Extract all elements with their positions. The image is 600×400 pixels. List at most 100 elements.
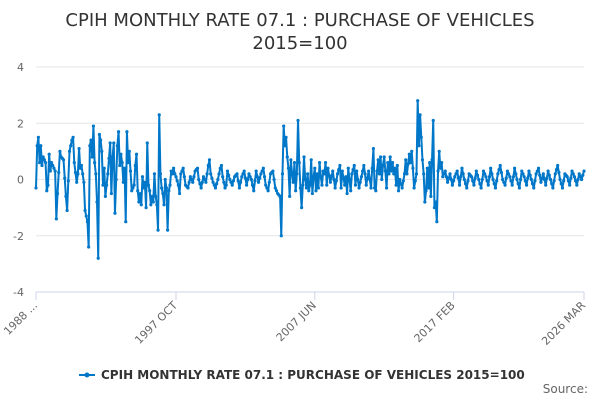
data-point[interactable]: [143, 180, 147, 184]
data-point[interactable]: [88, 144, 92, 148]
data-point[interactable]: [237, 186, 242, 190]
data-point[interactable]: [131, 186, 135, 190]
data-point[interactable]: [544, 183, 548, 187]
data-point[interactable]: [404, 158, 408, 162]
data-point[interactable]: [331, 169, 335, 173]
data-point[interactable]: [430, 158, 434, 162]
data-point[interactable]: [388, 155, 392, 159]
data-point[interactable]: [319, 175, 323, 179]
data-point[interactable]: [52, 166, 56, 170]
data-point[interactable]: [390, 161, 395, 165]
data-point[interactable]: [205, 172, 209, 176]
data-point[interactable]: [132, 183, 136, 187]
data-point[interactable]: [431, 118, 435, 123]
data-point[interactable]: [346, 166, 350, 170]
data-point[interactable]: [473, 176, 477, 180]
data-point[interactable]: [191, 180, 195, 184]
data-point[interactable]: [542, 177, 547, 182]
data-point[interactable]: [337, 168, 341, 172]
data-point[interactable]: [121, 180, 125, 184]
data-point[interactable]: [127, 149, 131, 153]
data-point[interactable]: [534, 172, 538, 176]
data-point[interactable]: [292, 161, 297, 165]
data-point[interactable]: [215, 182, 219, 186]
data-point[interactable]: [350, 172, 354, 176]
data-point[interactable]: [368, 177, 372, 182]
data-point[interactable]: [84, 214, 88, 218]
data-point[interactable]: [259, 172, 263, 176]
data-point[interactable]: [152, 172, 157, 176]
data-point[interactable]: [103, 194, 107, 198]
data-point[interactable]: [172, 166, 176, 170]
data-point[interactable]: [341, 176, 346, 180]
data-point[interactable]: [552, 179, 556, 183]
data-point[interactable]: [71, 135, 75, 139]
data-point[interactable]: [323, 161, 328, 165]
data-point[interactable]: [528, 173, 532, 177]
data-point[interactable]: [244, 183, 249, 187]
data-point[interactable]: [212, 183, 216, 187]
data-point[interactable]: [487, 175, 492, 179]
data-point[interactable]: [412, 186, 416, 190]
data-point[interactable]: [154, 194, 158, 198]
data-point[interactable]: [365, 176, 370, 180]
data-point[interactable]: [290, 172, 294, 176]
data-point[interactable]: [392, 172, 396, 176]
data-point[interactable]: [436, 169, 440, 173]
data-point[interactable]: [475, 173, 480, 177]
data-point[interactable]: [308, 183, 312, 187]
data-point[interactable]: [520, 169, 524, 173]
data-point[interactable]: [164, 186, 169, 190]
data-point[interactable]: [577, 172, 581, 176]
data-point[interactable]: [61, 158, 66, 162]
data-point[interactable]: [400, 186, 404, 190]
data-point[interactable]: [261, 166, 265, 170]
data-point[interactable]: [414, 172, 419, 176]
data-point[interactable]: [522, 175, 526, 179]
data-point[interactable]: [73, 170, 78, 175]
data-point[interactable]: [99, 138, 103, 142]
data-point[interactable]: [411, 166, 415, 170]
data-point[interactable]: [302, 155, 306, 159]
data-point[interactable]: [142, 186, 146, 190]
data-point[interactable]: [459, 175, 463, 179]
data-point[interactable]: [375, 169, 379, 173]
data-point[interactable]: [118, 163, 122, 168]
data-point[interactable]: [551, 186, 555, 190]
data-point[interactable]: [515, 177, 519, 182]
data-point[interactable]: [264, 183, 268, 187]
data-point[interactable]: [370, 166, 374, 170]
data-point[interactable]: [278, 194, 282, 198]
data-point[interactable]: [383, 169, 387, 173]
data-point[interactable]: [325, 183, 329, 187]
data-point[interactable]: [429, 194, 433, 198]
data-point[interactable]: [569, 176, 573, 180]
data-point[interactable]: [236, 179, 240, 183]
data-point[interactable]: [582, 169, 586, 173]
data-point[interactable]: [448, 172, 452, 176]
data-point[interactable]: [51, 163, 55, 168]
data-point[interactable]: [249, 177, 253, 182]
data-point[interactable]: [198, 182, 202, 186]
data-point[interactable]: [420, 158, 425, 162]
data-point[interactable]: [200, 180, 204, 184]
data-point[interactable]: [352, 163, 356, 168]
data-point[interactable]: [280, 172, 285, 176]
data-point[interactable]: [139, 203, 143, 207]
data-point[interactable]: [82, 180, 86, 184]
data-point[interactable]: [125, 130, 129, 134]
data-point[interactable]: [485, 179, 489, 183]
data-point[interactable]: [174, 175, 178, 179]
data-point[interactable]: [541, 172, 545, 176]
data-point[interactable]: [41, 155, 45, 159]
data-point[interactable]: [357, 186, 361, 190]
data-point[interactable]: [252, 189, 256, 193]
data-point[interactable]: [221, 175, 225, 179]
data-point[interactable]: [78, 166, 82, 170]
data-point[interactable]: [489, 166, 493, 170]
data-point[interactable]: [76, 172, 80, 176]
data-point[interactable]: [581, 173, 585, 177]
data-point[interactable]: [114, 177, 118, 182]
data-point[interactable]: [575, 183, 579, 187]
data-point[interactable]: [72, 161, 76, 165]
